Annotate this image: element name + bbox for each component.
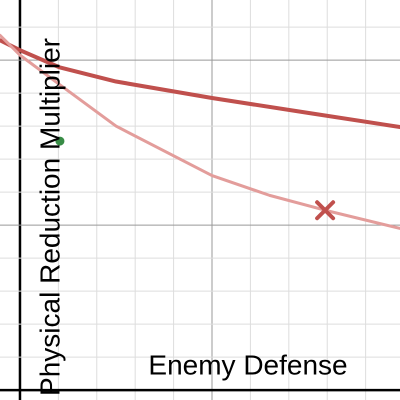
x-axis-label: Enemy Defense bbox=[148, 349, 347, 380]
cross-stroke bbox=[315, 200, 336, 221]
curve bbox=[0, 38, 400, 130]
y-axis-label: Physical Reduction Multiplier bbox=[34, 38, 65, 396]
curve bbox=[0, 33, 400, 230]
plot bbox=[0, 33, 400, 230]
point-cross bbox=[315, 200, 336, 221]
point-dot bbox=[55, 136, 65, 146]
